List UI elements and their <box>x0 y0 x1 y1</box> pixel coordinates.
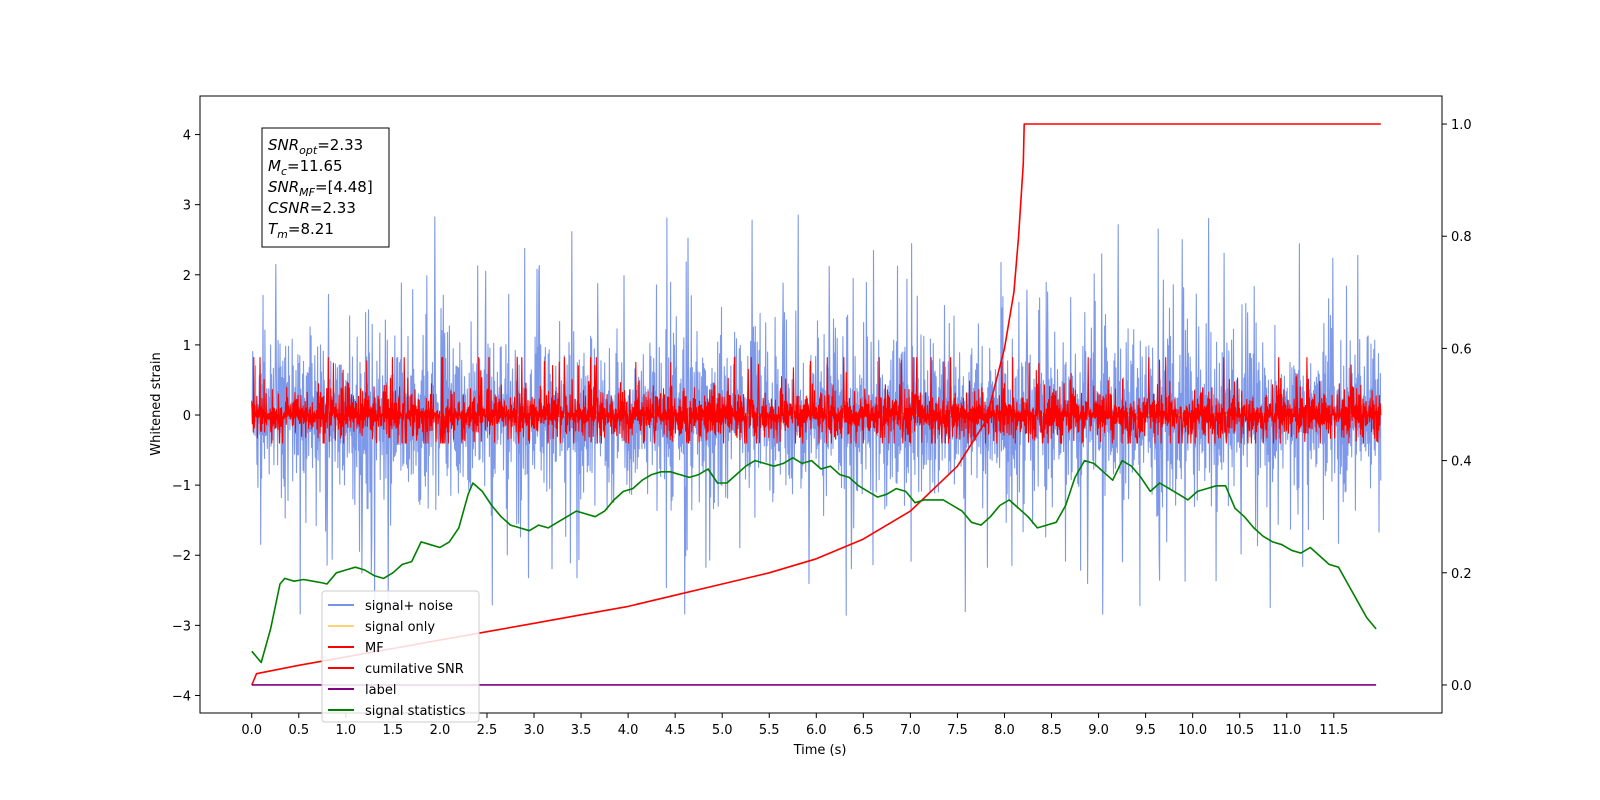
x-tick-label: 1.0 <box>335 723 356 738</box>
x-tick-label: 9.0 <box>1088 723 1109 738</box>
y2-tick-label: 1.0 <box>1451 118 1472 133</box>
info-box-frame <box>261 127 390 248</box>
y-axis-title: Whitened strain <box>149 352 164 455</box>
y2-tick-label: 0.6 <box>1451 342 1472 357</box>
info-value: =11.65 <box>287 157 343 175</box>
series-signal-statistics <box>251 457 1377 664</box>
y-tick-label: −2 <box>172 549 191 564</box>
y-tick-label: −4 <box>172 689 191 704</box>
series-mf <box>251 356 1382 444</box>
legend-label: signal+ noise <box>365 599 453 614</box>
x-tick-label: 9.5 <box>1135 723 1156 738</box>
x-axis-title: Time (s) <box>793 743 847 758</box>
y2-tick-label: 0.0 <box>1451 679 1472 694</box>
y-tick-label: 0 <box>183 409 191 424</box>
x-tick-label: 4.0 <box>618 723 639 738</box>
y2-tick-label: 0.4 <box>1451 455 1472 470</box>
info-box: SNRopt=2.33Mc=11.65SNRMF=[4.48]CSNR=2.33… <box>261 127 390 248</box>
x-axis: 0.0 0.5 1.0 1.5 2.0 2.5 3.0 3.5 4.0 4.5 5.0 5.5 6.0 6… <box>241 713 1348 738</box>
info-sub: m <box>277 228 288 241</box>
info-main: SNR <box>268 178 299 196</box>
legend-label: signal statistics <box>365 704 466 719</box>
info-sub: opt <box>299 144 318 157</box>
legend-label: signal only <box>365 620 435 635</box>
info-main: M <box>268 157 281 175</box>
x-tick-label: 2.0 <box>430 723 451 738</box>
info-box-line: Mc=11.65 <box>268 157 343 178</box>
info-value: =2.33 <box>310 199 356 217</box>
x-tick-label: 5.5 <box>759 723 780 738</box>
info-box-line: CSNR=2.33 <box>268 199 356 217</box>
y-axis-left: −4 −3 −2 −1 0 1 2 3 4 <box>172 129 200 704</box>
x-tick-label: 3.5 <box>571 723 592 738</box>
x-tick-label: 3.0 <box>524 723 545 738</box>
y-tick-label: 4 <box>183 129 191 144</box>
y2-tick-label: 0.8 <box>1451 230 1472 245</box>
y2-tick-label: 0.2 <box>1451 567 1472 582</box>
plot-frame <box>199 95 1443 714</box>
info-value: =[4.48] <box>315 178 373 196</box>
x-tick-label: 6.5 <box>853 723 874 738</box>
info-box-line: Tm=8.21 <box>268 220 334 241</box>
x-tick-label: 7.0 <box>900 723 921 738</box>
info-value: =8.21 <box>288 220 334 238</box>
x-tick-label: 6.0 <box>806 723 827 738</box>
legend: signal+ noise signal only MF cumilative SNR… <box>321 590 480 723</box>
x-tick-label: 5.0 <box>712 723 733 738</box>
x-tick-label: 10.0 <box>1178 723 1207 738</box>
legend-label: label <box>365 683 396 698</box>
x-tick-label: 0.0 <box>241 723 262 738</box>
info-main: SNR <box>268 136 299 154</box>
x-tick-label: 2.5 <box>477 723 498 738</box>
info-box-line: SNRopt=2.33 <box>268 136 363 157</box>
x-tick-label: 7.5 <box>947 723 968 738</box>
x-tick-label: 10.5 <box>1225 723 1254 738</box>
y-axis-right: 0.0 0.2 0.4 0.6 0.8 1.0 <box>1442 118 1472 694</box>
y-tick-label: 2 <box>183 269 191 284</box>
info-main: T <box>268 220 279 238</box>
x-tick-label: 11.5 <box>1319 723 1348 738</box>
legend-label: MF <box>365 641 384 656</box>
info-main: CSNR <box>268 199 310 217</box>
x-tick-label: 1.5 <box>383 723 404 738</box>
info-value: =2.33 <box>317 136 363 154</box>
y-tick-label: −3 <box>172 619 191 634</box>
legend-label: cumilative SNR <box>365 662 464 677</box>
x-tick-label: 8.0 <box>994 723 1015 738</box>
y-tick-label: 3 <box>183 199 191 214</box>
x-tick-label: 8.5 <box>1041 723 1062 738</box>
info-sub: MF <box>299 186 315 199</box>
y-tick-label: 1 <box>183 339 191 354</box>
info-box-line: SNRMF=[4.48] <box>268 178 373 199</box>
y-tick-label: −1 <box>172 479 191 494</box>
x-tick-label: 11.0 <box>1272 723 1301 738</box>
x-tick-label: 4.5 <box>665 723 686 738</box>
legend-frame <box>321 590 480 723</box>
x-tick-label: 0.5 <box>288 723 309 738</box>
info-sub: c <box>281 165 287 178</box>
